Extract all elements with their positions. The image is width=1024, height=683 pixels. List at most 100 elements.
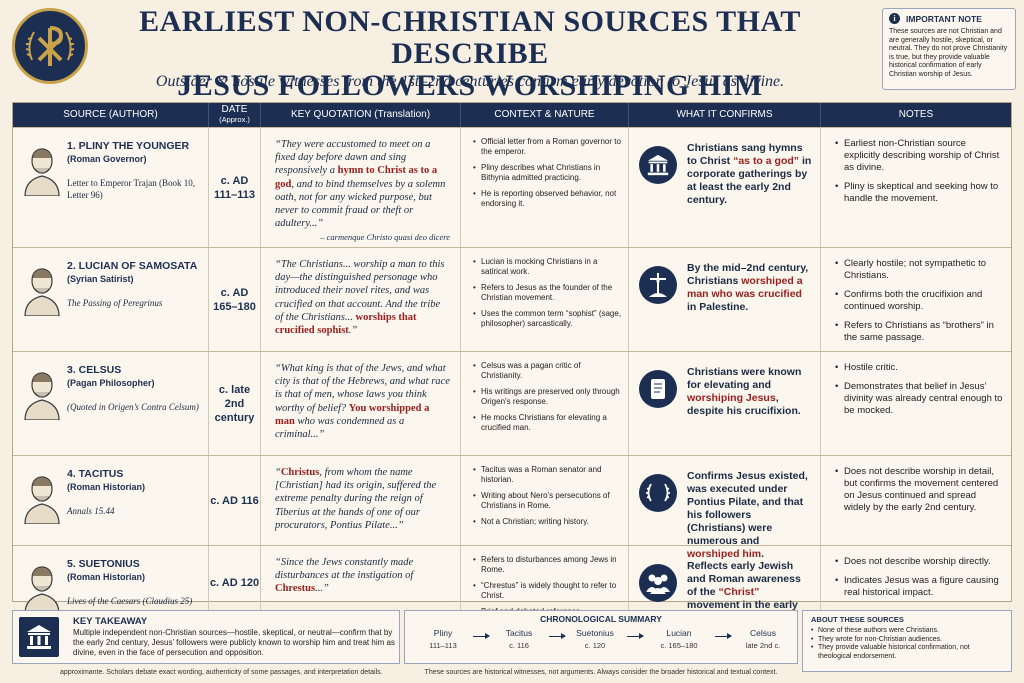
- important-note-box: i IMPORTANT NOTE These sources are not Ch…: [882, 8, 1016, 90]
- author-work: Lives of the Caesars (Claudius 25): [67, 596, 193, 606]
- col-source-header: SOURCE (AUTHOR): [13, 103, 209, 127]
- chi-rho-logo: [12, 8, 88, 84]
- important-note-label: IMPORTANT NOTE: [906, 13, 982, 24]
- context-item: Uses the common term “sophist” (sage, ph…: [473, 309, 622, 329]
- quote-highlight: hymn to Christ as to a god: [275, 165, 438, 190]
- date-cell: c. AD 116: [209, 456, 261, 545]
- author-role: (Roman Historian): [67, 572, 146, 582]
- author-portrait-icon: [21, 562, 63, 615]
- confirms-highlight: “Christ”: [718, 586, 760, 598]
- context-item: His writings are preserved only through …: [473, 387, 622, 407]
- note-item: Refers to Christians as “brothers” in th…: [835, 320, 1003, 344]
- confirms-highlight: “as to a god”: [733, 155, 800, 167]
- context-item: “Chrestus” is widely thought to refer to…: [473, 581, 622, 601]
- quote-text: .”: [348, 325, 358, 337]
- quote-cell: “The Christians... worship a man to this…: [261, 248, 461, 351]
- author-portrait-icon: [21, 472, 63, 525]
- key-takeaway-box: KEY TAKEAWAY Multiple independent non-Ch…: [12, 610, 400, 664]
- date-cell: c. AD 111–113: [209, 128, 261, 247]
- quote-highlight: You worshipped a man: [275, 402, 430, 427]
- note-item: Hostile critic.: [835, 362, 1003, 374]
- confirms-highlight: worshiping Jesus: [687, 392, 776, 404]
- quote-highlight: Chrestus: [275, 583, 316, 595]
- source-cell: 2. LUCIAN OF SAMOSATA (Syrian Satirist) Th…: [13, 248, 209, 351]
- chrono-item: Suetonius c. 120: [576, 628, 614, 650]
- about-sources-box: ABOUT THESE SOURCES None of these author…: [802, 610, 1012, 672]
- author-name: 5. SUETONIUS: [67, 558, 140, 570]
- context-item: Pliny describes what Christians in Bithy…: [473, 163, 622, 183]
- footnote-left: approximante. Scholars debate exact word…: [60, 669, 383, 676]
- author-role: (Pagan Philosopher): [67, 378, 155, 388]
- quote-text: “Since the Jews constantly made disturba…: [275, 557, 414, 582]
- page-title: EARLIEST NON-CHRISTIAN SOURCES THAT DESC…: [100, 6, 840, 102]
- chronological-summary: CHRONOLOGICAL SUMMARY Pliny 111–113 Tacit…: [404, 610, 798, 664]
- title-line-1: EARLIEST NON-CHRISTIAN SOURCES THAT DESC…: [139, 5, 801, 70]
- quote-cell: “What king is that of the Jews, and what…: [261, 352, 461, 455]
- about-item: They wrote for non-Christian audiences.: [811, 636, 1003, 645]
- confirms-cell: Confirms Jesus existed, was executed und…: [629, 456, 821, 560]
- confirms-text: Reflects early Jewish and Roman awarenes…: [687, 560, 801, 598]
- crucifix-icon: [639, 266, 677, 304]
- confirms-text: Christians sang hymns to Christ: [687, 142, 803, 167]
- confirms-text: in Palestine.: [687, 301, 749, 313]
- context-cell: Official letter from a Roman governor to…: [461, 128, 629, 247]
- context-cell: Lucian is mocking Christians in a satiri…: [461, 248, 629, 351]
- quote-highlight: worships that crucified sophist: [275, 311, 417, 337]
- author-work: (Quoted in Origen’s Contra Celsum): [67, 402, 199, 412]
- about-label: ABOUT THESE SOURCES: [811, 615, 904, 624]
- note-item: Demonstrates that belief in Jesus’ divin…: [835, 381, 1003, 417]
- confirms-text: Confirms Jesus existed, was executed und…: [687, 470, 808, 547]
- confirms-highlight: worshiped him: [687, 548, 762, 560]
- notes-cell: Does not describe worship directly. Indic…: [821, 546, 1011, 619]
- col-notes-header: NOTES: [898, 109, 934, 120]
- temple-icon: [639, 146, 677, 184]
- note-item: Does not describe worship directly.: [835, 556, 1003, 568]
- source-cell: 5. SUETONIUS (Roman Historian) Lives of th…: [13, 546, 209, 619]
- author-name: 3. CELSUS: [67, 364, 122, 376]
- confirms-highlight: worshiped a man who was crucified: [687, 275, 803, 300]
- notes-cell: Clearly hostile; not sympathetic to Chri…: [821, 248, 1011, 351]
- context-item: Refers to disturbances among Jews in Rom…: [473, 555, 622, 575]
- context-item: Tacitus was a Roman senator and historia…: [473, 465, 622, 485]
- note-item: Clearly hostile; not sympathetic to Chri…: [835, 258, 1003, 282]
- source-cell: 1. PLINY THE YOUNGER (Roman Governor) Lett…: [13, 128, 209, 247]
- author-work: The Passing of Peregrinus: [67, 298, 163, 308]
- confirms-text: By the mid–2nd century, Christians: [687, 262, 809, 287]
- confirms-cell: By the mid–2nd century, Christians worsh…: [629, 248, 821, 351]
- table-row: 5. SUETONIUS (Roman Historian) Lives of th…: [13, 545, 1011, 624]
- table-row: 3. CELSUS (Pagan Philosopher) (Quoted in O…: [13, 351, 1011, 455]
- author-portrait-icon: [21, 144, 63, 197]
- quote-text: “What king is that of the Jews, and what…: [275, 363, 450, 414]
- table-row: 2. LUCIAN OF SAMOSATA (Syrian Satirist) Th…: [13, 247, 1011, 351]
- temple-icon: [19, 617, 59, 657]
- arrow-right-icon: [715, 633, 732, 639]
- author-role: (Roman Governor): [67, 154, 147, 164]
- sources-table: SOURCE (AUTHOR) DATE (Approx.) KEY QUOTA…: [12, 102, 1012, 624]
- col-confirms-header: WHAT IT CONFIRMS: [629, 103, 821, 127]
- author-work: Letter to Emperor Trajan (Book 10, Lette…: [67, 178, 195, 200]
- context-item: Writing about Nero’s persecutions of Chr…: [473, 491, 622, 511]
- chrono-item: Lucian c. 165–180: [660, 628, 698, 650]
- table-row: 4. TACITUS (Roman Historian) Annals 15.44 c…: [13, 455, 1011, 560]
- table-row: 1. PLINY THE YOUNGER (Roman Governor) Lett…: [13, 127, 1011, 247]
- context-item: Refers to Jesus as the founder of the Ch…: [473, 283, 622, 303]
- chrono-item: Celsus late 2nd c.: [745, 628, 781, 650]
- author-portrait-icon: [21, 264, 63, 317]
- confirms-cell: Christians sang hymns to Christ “as to a…: [629, 128, 821, 247]
- about-item: They provide valuable historical confirm…: [811, 644, 1003, 661]
- date-cell: c. AD 165–180: [209, 248, 261, 351]
- notes-cell: Earliest non-Christian source explicitly…: [821, 128, 1011, 247]
- note-item: Pliny is skeptical and seeking how to ha…: [835, 181, 1003, 205]
- context-cell: Refers to disturbances among Jews in Rom…: [461, 546, 629, 619]
- quote-text: who was condemned as a criminal...”: [275, 415, 405, 441]
- col-date-sublabel: (Approx.): [219, 115, 250, 124]
- source-cell: 4. TACITUS (Roman Historian) Annals 15.44: [13, 456, 209, 545]
- author-name: 4. TACITUS: [67, 468, 124, 480]
- confirms-cell: Christians were known for elevating and …: [629, 352, 821, 455]
- note-item: Does not describe worship in detail, but…: [835, 466, 1003, 514]
- quote-highlight: Christus: [280, 467, 320, 478]
- author-name: 2. LUCIAN OF SAMOSATA: [67, 260, 198, 272]
- context-item: He is reporting observed behavior, not e…: [473, 189, 622, 209]
- context-item: He mocks Christians for elevating a cruc…: [473, 413, 622, 433]
- important-note-text: These sources are not Christian and are …: [889, 28, 1008, 78]
